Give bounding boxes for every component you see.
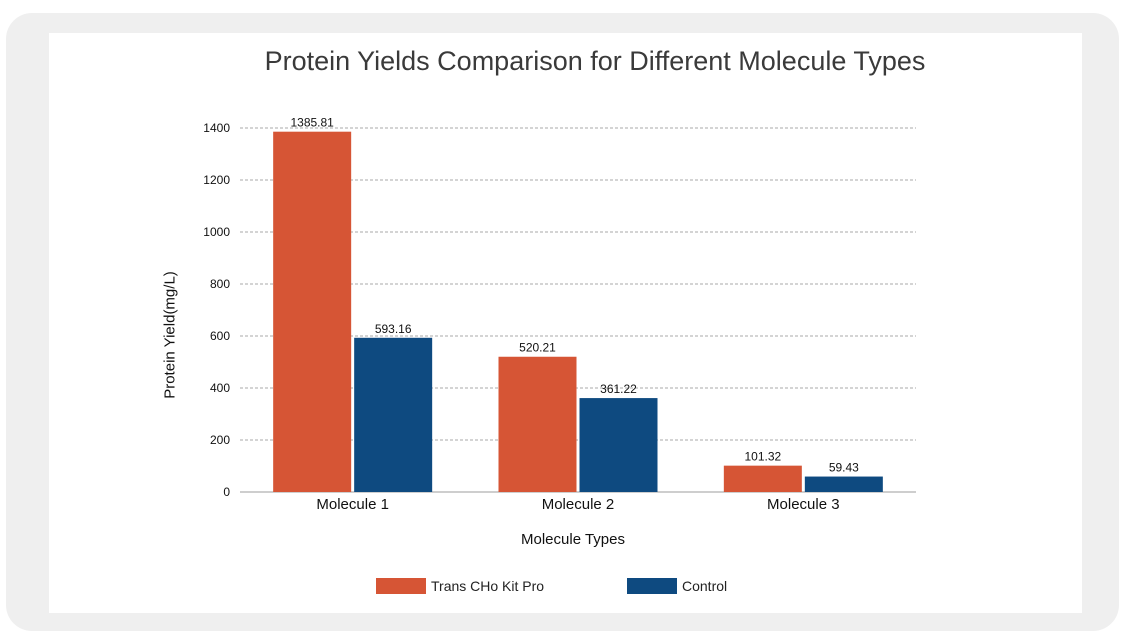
- data-label: 361.22: [600, 382, 637, 396]
- y-tick-label: 800: [210, 277, 230, 291]
- x-tick-label: Molecule 3: [767, 496, 840, 513]
- bar-control: [354, 337, 433, 492]
- legend-label-trans-cho-kit-pro: Trans CHo Kit Pro: [431, 578, 545, 594]
- y-tick-label: 400: [210, 381, 230, 395]
- legend-swatch-trans-cho-kit-pro: [376, 578, 426, 594]
- x-axis-title: Molecule Types: [521, 531, 625, 548]
- y-tick-label: 0: [223, 485, 230, 499]
- chart-title: Protein Yields Comparison for Different …: [264, 46, 926, 76]
- bar-trans-cho-kit-pro: [723, 465, 802, 492]
- data-label: 101.32: [744, 450, 781, 464]
- legend-item-trans-cho-kit-pro: Trans CHo Kit Pro: [376, 578, 544, 594]
- legend-label-control: Control: [682, 578, 728, 594]
- bar-trans-cho-kit-pro: [273, 131, 352, 493]
- data-label: 1385.81: [290, 116, 334, 130]
- y-tick-label: 600: [210, 329, 230, 343]
- x-tick-label: Molecule 1: [316, 496, 389, 513]
- legend-item-control: Control: [627, 578, 727, 594]
- data-label: 59.43: [829, 461, 859, 475]
- chart-card: [49, 33, 1082, 613]
- x-tick-label: Molecule 2: [542, 496, 615, 513]
- y-tick-label: 1000: [203, 225, 230, 239]
- data-label: 520.21: [519, 341, 556, 355]
- y-tick-label: 200: [210, 433, 230, 447]
- data-label: 593.16: [375, 322, 412, 336]
- y-tick-label: 1200: [203, 173, 230, 187]
- bar-trans-cho-kit-pro: [498, 356, 577, 492]
- legend-swatch-control: [627, 578, 677, 594]
- y-tick-label: 1400: [203, 121, 230, 135]
- bar-control: [804, 476, 883, 492]
- bar-control: [579, 398, 658, 492]
